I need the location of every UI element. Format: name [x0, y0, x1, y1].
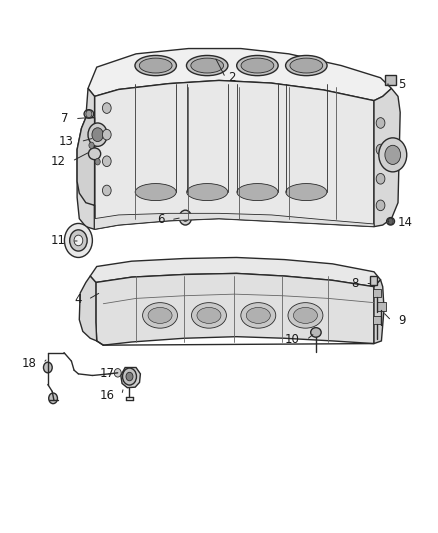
Circle shape — [126, 372, 133, 381]
Ellipse shape — [286, 183, 327, 200]
Circle shape — [376, 118, 385, 128]
Ellipse shape — [197, 308, 221, 324]
Ellipse shape — [187, 55, 228, 76]
Polygon shape — [95, 80, 374, 229]
Text: 7: 7 — [61, 112, 68, 125]
Circle shape — [95, 159, 100, 165]
Text: 17: 17 — [100, 367, 115, 381]
Circle shape — [86, 110, 92, 118]
Ellipse shape — [237, 55, 278, 76]
FancyBboxPatch shape — [385, 75, 396, 85]
Circle shape — [64, 223, 92, 257]
Text: 2: 2 — [228, 71, 236, 84]
Ellipse shape — [290, 58, 323, 73]
Circle shape — [379, 138, 407, 172]
Polygon shape — [90, 257, 381, 287]
Polygon shape — [121, 368, 141, 387]
Ellipse shape — [293, 308, 318, 324]
Text: 8: 8 — [351, 277, 359, 290]
Polygon shape — [88, 49, 392, 101]
Circle shape — [102, 130, 111, 140]
Ellipse shape — [191, 58, 223, 73]
FancyBboxPatch shape — [373, 289, 381, 297]
Circle shape — [102, 103, 111, 114]
Ellipse shape — [241, 58, 274, 73]
Polygon shape — [374, 88, 400, 227]
Ellipse shape — [288, 303, 323, 328]
Circle shape — [74, 235, 83, 246]
Circle shape — [102, 156, 111, 166]
Circle shape — [92, 128, 103, 142]
Text: 4: 4 — [74, 293, 81, 306]
Circle shape — [89, 142, 94, 149]
Polygon shape — [77, 118, 95, 229]
Text: 14: 14 — [398, 216, 413, 229]
Ellipse shape — [143, 303, 177, 328]
Circle shape — [102, 185, 111, 196]
Ellipse shape — [387, 217, 395, 225]
Text: 10: 10 — [285, 333, 300, 346]
Text: 13: 13 — [59, 135, 74, 148]
Circle shape — [114, 368, 121, 377]
Ellipse shape — [286, 55, 327, 76]
Ellipse shape — [311, 328, 321, 337]
Text: 5: 5 — [398, 78, 406, 91]
Circle shape — [88, 123, 107, 147]
Ellipse shape — [139, 58, 172, 73]
Circle shape — [376, 200, 385, 211]
Ellipse shape — [148, 308, 172, 324]
Circle shape — [179, 210, 191, 225]
FancyBboxPatch shape — [370, 276, 378, 285]
Ellipse shape — [246, 308, 270, 324]
Polygon shape — [96, 273, 374, 345]
Ellipse shape — [88, 148, 101, 160]
Ellipse shape — [241, 303, 276, 328]
Ellipse shape — [191, 303, 226, 328]
Circle shape — [43, 362, 52, 373]
Circle shape — [376, 173, 385, 184]
Circle shape — [376, 144, 385, 155]
Text: 9: 9 — [398, 314, 406, 327]
Ellipse shape — [135, 55, 177, 76]
Polygon shape — [79, 276, 97, 341]
Polygon shape — [374, 280, 384, 344]
Polygon shape — [77, 88, 95, 229]
Text: 12: 12 — [50, 155, 65, 168]
Circle shape — [388, 218, 393, 224]
Text: 18: 18 — [21, 357, 36, 370]
Circle shape — [385, 146, 401, 165]
Circle shape — [70, 230, 87, 251]
Text: 16: 16 — [100, 389, 115, 402]
FancyBboxPatch shape — [373, 316, 381, 325]
Ellipse shape — [135, 183, 176, 200]
Circle shape — [49, 393, 57, 403]
Polygon shape — [95, 213, 374, 229]
Text: 11: 11 — [50, 235, 65, 247]
Ellipse shape — [237, 183, 278, 200]
Ellipse shape — [187, 183, 228, 200]
Ellipse shape — [84, 110, 94, 118]
FancyBboxPatch shape — [377, 302, 386, 311]
Circle shape — [182, 214, 188, 221]
Circle shape — [123, 368, 137, 385]
Text: 6: 6 — [157, 213, 164, 226]
